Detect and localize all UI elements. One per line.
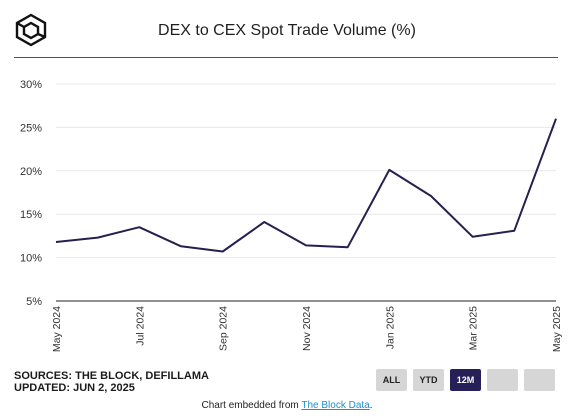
x-tick-label: Jan 2025: [384, 306, 396, 349]
x-tick-label: May 2024: [51, 306, 63, 352]
y-tick-label: 15%: [20, 209, 42, 221]
footer-prefix: Chart embedded from: [201, 400, 302, 411]
title-divider: [14, 57, 558, 58]
x-tick-label: Nov 2024: [301, 306, 313, 351]
y-tick-label: 5%: [26, 296, 42, 308]
range-button-blank-1[interactable]: [487, 369, 518, 391]
x-tick-label: May 2025: [551, 306, 563, 352]
range-buttons: ALL YTD 12M: [376, 369, 555, 391]
range-button-12m[interactable]: 12M: [450, 369, 481, 391]
y-tick-label: 20%: [20, 166, 42, 178]
the-block-logo-icon: [15, 13, 47, 47]
range-button-ytd[interactable]: YTD: [413, 369, 444, 391]
y-tick-label: 25%: [20, 122, 42, 134]
x-tick-label: Sep 2024: [218, 306, 230, 351]
range-button-all[interactable]: ALL: [376, 369, 407, 391]
series-line: [55, 118, 557, 253]
line-chart: 5% 10% 15% 20% 25% 30% May 2024 Jul 2024 Sep 20…: [20, 79, 563, 352]
chart-title: DEX to CEX Spot Trade Volume (%): [158, 22, 416, 39]
sources-block: SOURCES: THE BLOCK, DEFILLAMA UPDATED: J…: [14, 370, 209, 394]
range-button-blank-2[interactable]: [524, 369, 555, 391]
sources-text: SOURCES: THE BLOCK, DEFILLAMA: [14, 370, 209, 382]
y-tick-label: 30%: [20, 79, 42, 91]
embed-footer: Chart embedded from The Block Data.: [0, 400, 574, 411]
footer-suffix: .: [369, 400, 373, 411]
x-tick-label: Jul 2024: [134, 306, 146, 346]
the-block-data-link[interactable]: The Block Data: [301, 400, 370, 411]
updated-text: UPDATED: JUN 2, 2025: [14, 382, 135, 394]
y-tick-label: 10%: [20, 253, 42, 265]
x-tick-label: Mar 2025: [468, 306, 480, 351]
